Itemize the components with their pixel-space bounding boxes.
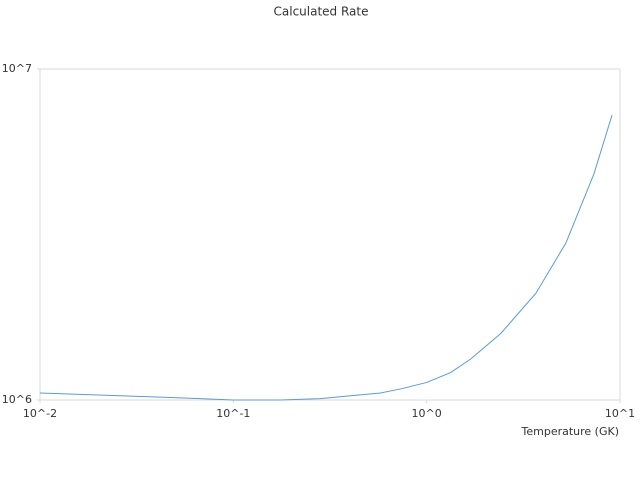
x-axis-label: Temperature (GK): [521, 425, 620, 438]
plot-frame: [39, 68, 621, 401]
chart-title: Calculated Rate: [274, 5, 369, 19]
y-tick-label: 10^6: [2, 393, 32, 406]
x-tick-label: 10^1: [605, 407, 635, 420]
x-tick-label: 10^-2: [23, 407, 57, 420]
data-line: [39, 114, 613, 401]
x-tick-label: 10^0: [412, 407, 442, 420]
y-tick-label: 10^7: [2, 62, 32, 75]
x-tick-label: 10^-1: [216, 407, 250, 420]
